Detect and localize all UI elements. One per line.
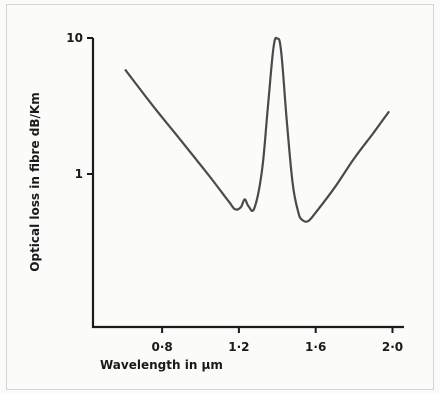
y-tick-label: 10: [66, 31, 83, 45]
figure-frame: [6, 4, 434, 390]
x-axis-title: Wavelength in µm: [100, 358, 223, 372]
y-axis-title: Optical loss in fibre dB/Km: [28, 92, 42, 271]
y-tick-label: 1: [75, 167, 83, 181]
x-tick-label: 2·0: [382, 340, 403, 354]
optical-loss-curve: [124, 36, 390, 223]
x-tick-label: 0·8: [151, 340, 172, 354]
x-tick-label: 1·6: [305, 340, 326, 354]
x-tick-label: 1·2: [228, 340, 249, 354]
